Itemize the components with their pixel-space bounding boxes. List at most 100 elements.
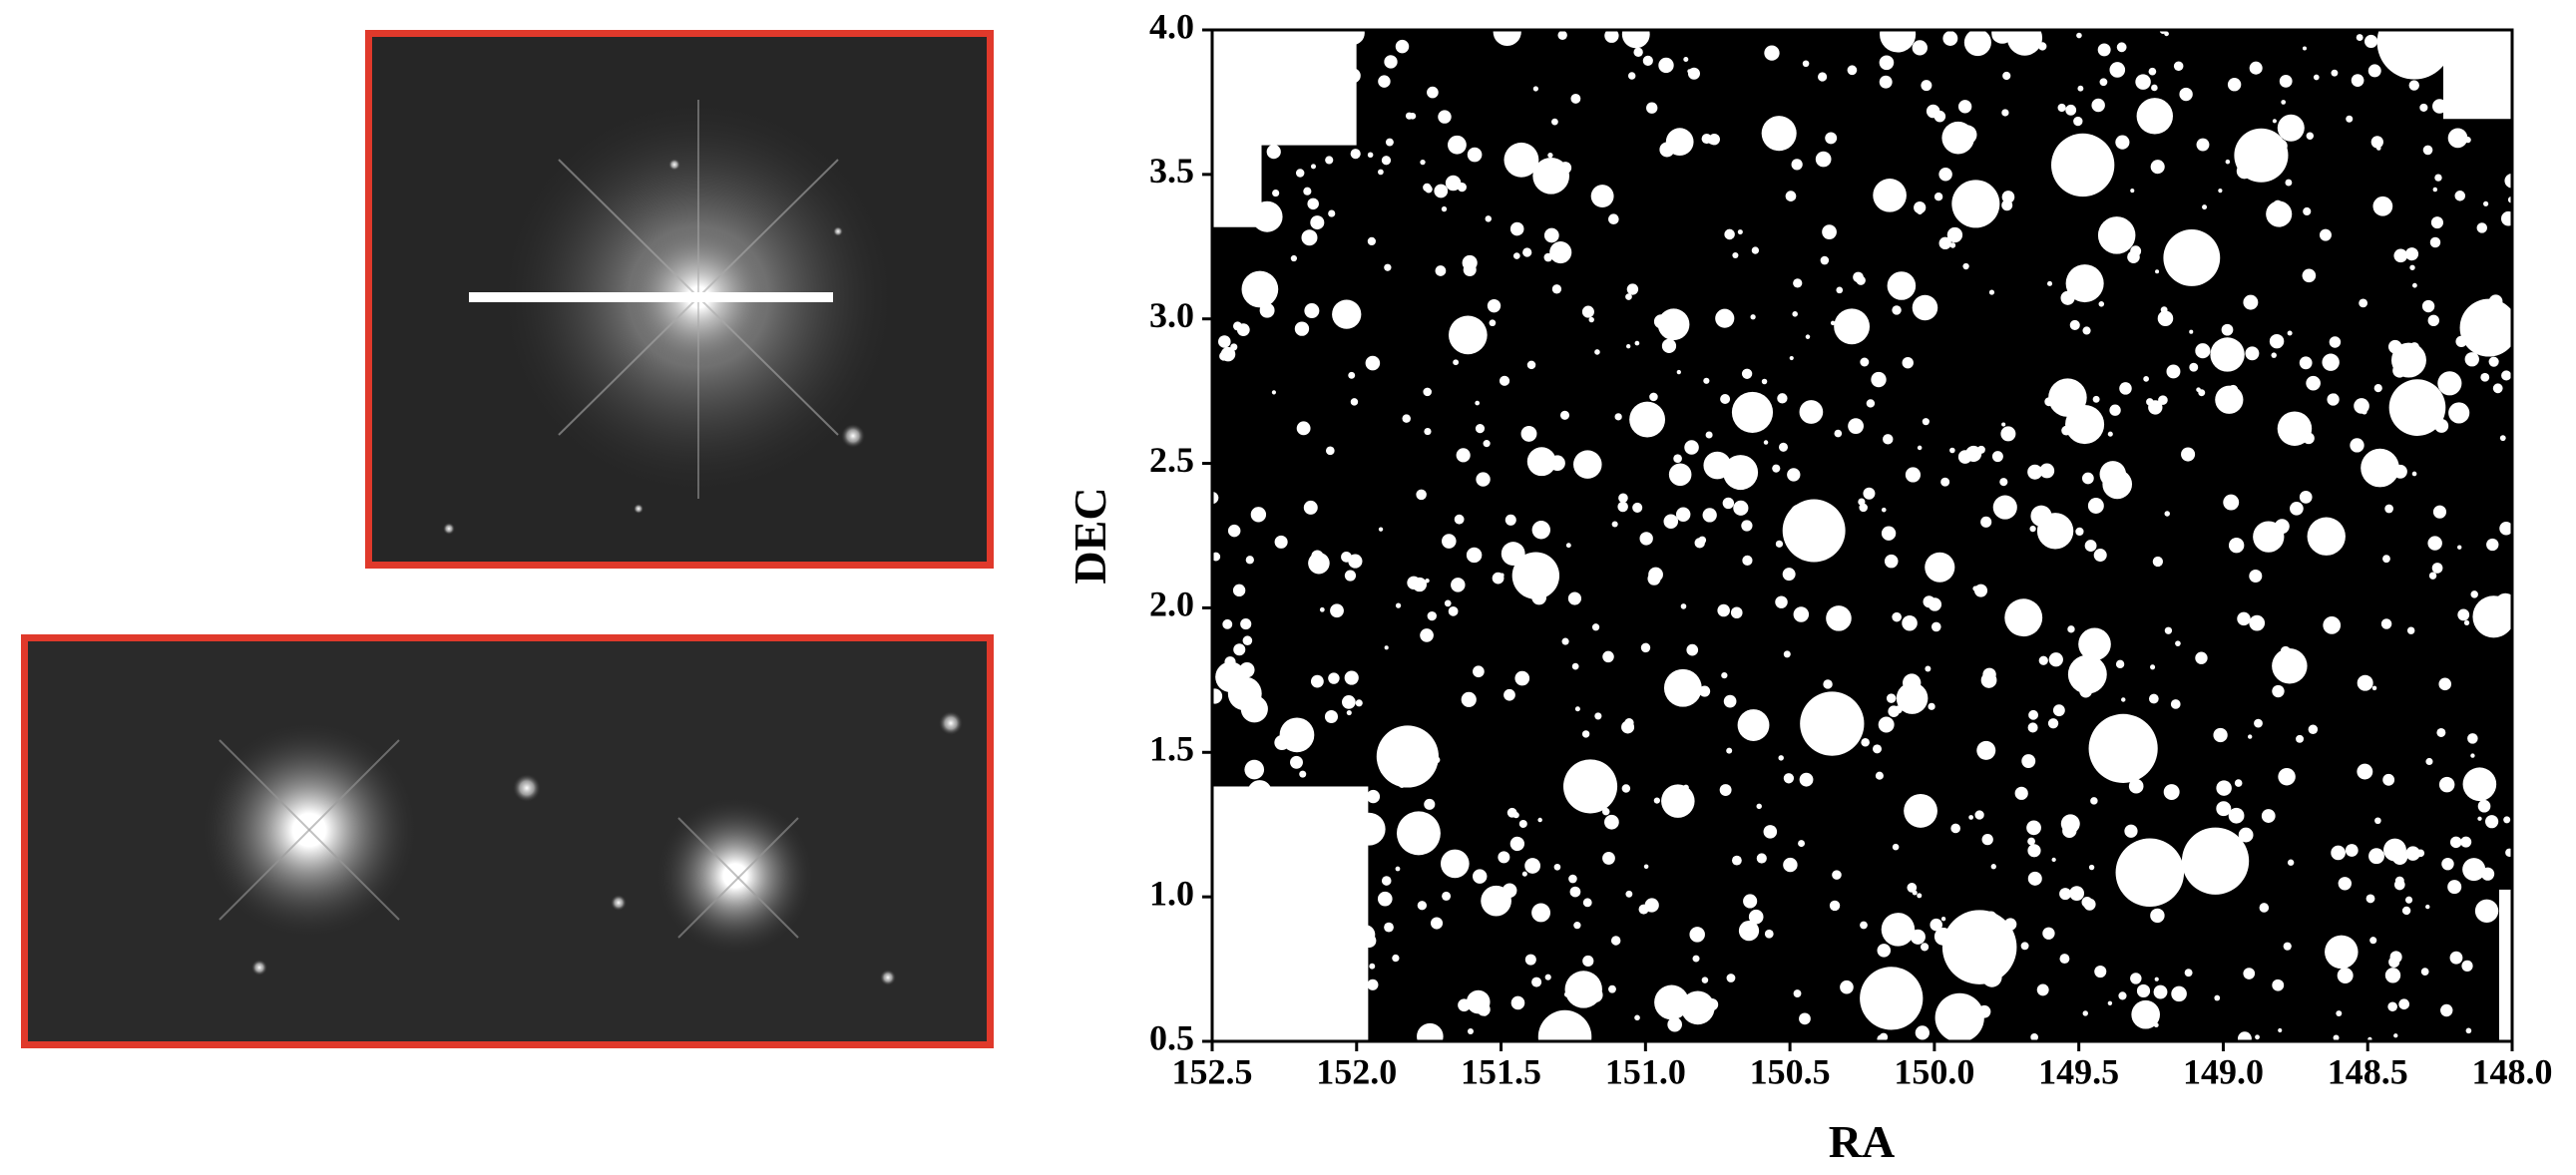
mask-hole (1503, 142, 1539, 178)
x-tick-label: 152.5 (1172, 1051, 1253, 1091)
x-tick-label: 149.0 (2183, 1051, 2264, 1091)
mask-hole (1826, 605, 1852, 631)
y-tick-label: 0.5 (1149, 1017, 1194, 1057)
mask-hole (1240, 695, 1268, 723)
mask-hole (2400, 30, 2424, 48)
mask-hole (1938, 236, 1951, 250)
mask-hole (2124, 824, 2138, 838)
mask-hole (1259, 302, 1275, 318)
mask-hole (1285, 835, 1317, 867)
mask-hole (1957, 100, 1972, 114)
mask-hole (1733, 500, 1749, 516)
mask-hole (2078, 627, 2111, 661)
mask-hole (1892, 305, 1902, 315)
mask-hole (2109, 404, 2121, 416)
mask-hole (1405, 112, 1414, 120)
mask-hole (1761, 116, 1797, 152)
mask-hole (2283, 942, 2292, 951)
mask-hole (1661, 338, 1677, 353)
mask-hole (2272, 119, 2277, 124)
mask-hole (1886, 693, 1897, 703)
mask-hole (1590, 185, 1614, 208)
mask-hole (1649, 392, 1658, 402)
mask-hole (1224, 656, 1236, 668)
mask-hole (2057, 103, 2066, 113)
mask-hole (1799, 1012, 1811, 1025)
mask-hole (2179, 87, 2193, 102)
mask-hole (2432, 505, 2447, 519)
mask-hole (1341, 695, 1356, 709)
mask-hole (1634, 1014, 1640, 1021)
mask-hole (2428, 572, 2437, 580)
mask-hole (1304, 303, 1320, 319)
mask-hole (1992, 495, 2017, 520)
mask-hole (2271, 352, 2277, 358)
mask-hole (1412, 577, 1428, 592)
mask-hole (1332, 299, 1362, 329)
mask-hole (1800, 691, 1865, 756)
mask-hole (1822, 224, 1837, 239)
mask-hole (2175, 640, 2181, 646)
mask-hole (2420, 968, 2429, 977)
mask-hole (1521, 871, 1527, 877)
mask-hole (1914, 200, 1927, 214)
mask-hole (1559, 410, 1570, 420)
mask-hole (1522, 247, 1532, 257)
mask-hole (2065, 104, 2077, 116)
mask-hole (2401, 906, 2411, 916)
mask-hole (1451, 578, 1466, 592)
mask-hole (2456, 30, 2495, 54)
mask-hole (1726, 974, 1736, 982)
mask-hole (2077, 85, 2084, 92)
mask-hole (2269, 333, 2285, 349)
mask-hole (1825, 132, 1838, 145)
mask-hole (2272, 979, 2285, 991)
mask-hole (2157, 310, 2174, 327)
mask-hole (1942, 31, 1958, 46)
mask-hole (1310, 164, 1316, 170)
mask-hole (2322, 353, 2340, 371)
mask-hole (2495, 78, 2509, 93)
mask-hole (1324, 878, 1363, 916)
mask-hole (2427, 314, 2439, 327)
mask-hole (2373, 384, 2382, 393)
mask-hole (2447, 880, 2462, 895)
mask-hole (1571, 662, 1579, 670)
mask-hole (2151, 84, 2158, 92)
mask-hole (1799, 400, 1824, 424)
mask-hole (2404, 247, 2419, 261)
mask-hole (2088, 864, 2095, 871)
mask-hole (2325, 935, 2359, 970)
mask-hole (1925, 552, 1955, 583)
mask-hole (2082, 1010, 2088, 1016)
mask-hole (2393, 248, 2408, 263)
mask-hole (1233, 643, 1246, 656)
mask-hole (1602, 852, 1615, 865)
mask-hole (2449, 951, 2463, 965)
mask-hole (1703, 377, 1710, 384)
mask-hole (1726, 747, 1733, 754)
mask-hole (1896, 682, 1929, 714)
mask-hole (2119, 382, 2132, 395)
mask-hole (1829, 900, 1841, 912)
mask-hole (1928, 702, 1935, 710)
mask-hole (2434, 419, 2449, 433)
mask-hole (2130, 973, 2142, 984)
mask-hole (1941, 910, 2017, 984)
mask-hole (1344, 670, 1359, 685)
mask-hole (2331, 69, 2339, 77)
mask-hole (2259, 903, 2270, 913)
mask-hole (1640, 642, 1651, 653)
mask-hole (2001, 422, 2006, 427)
mask-hole (1625, 293, 1632, 300)
mask-hole (2306, 132, 2315, 140)
mask-hole (2249, 614, 2266, 631)
mask-hole (2359, 298, 2368, 308)
mask-hole (1485, 215, 1493, 222)
mask-hole (2408, 80, 2419, 91)
mask-hole (1910, 929, 1926, 945)
mask-hole (2449, 836, 2462, 849)
mask-hole (2368, 848, 2384, 865)
mask-hole (1977, 924, 1986, 933)
